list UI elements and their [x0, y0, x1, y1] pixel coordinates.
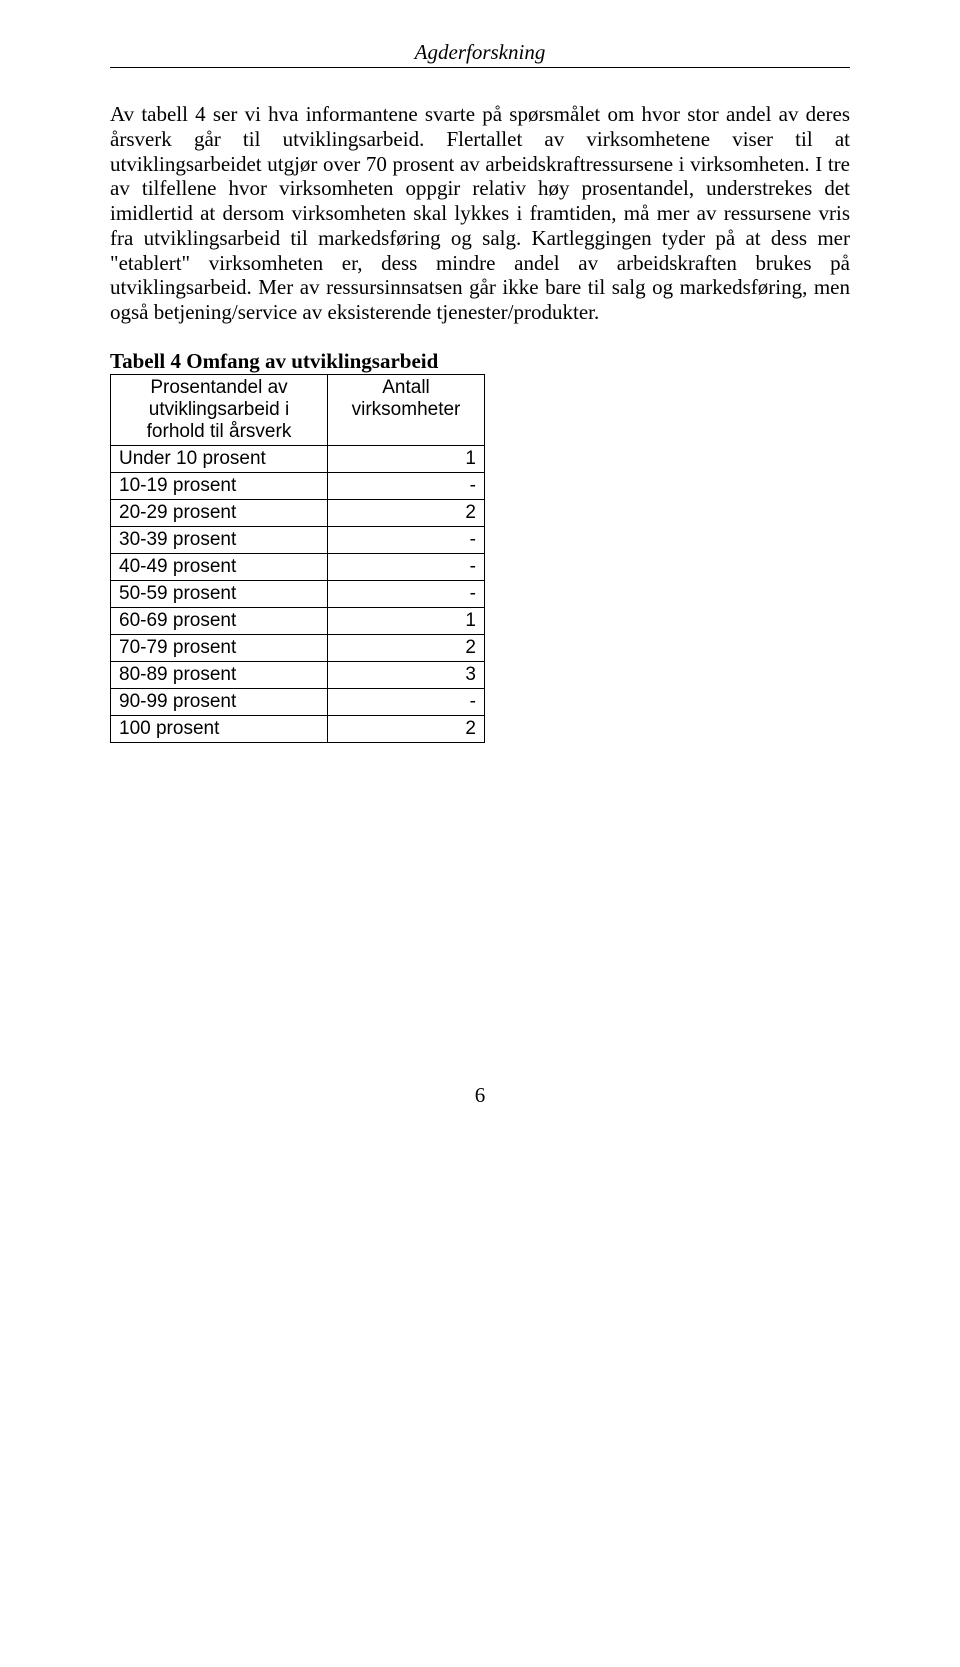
table-cell: -	[328, 553, 485, 580]
table-cell: 70-79 prosent	[111, 634, 328, 661]
table-cell: Under 10 prosent	[111, 445, 328, 472]
table-cell: 80-89 prosent	[111, 661, 328, 688]
table-cell: 100 prosent	[111, 715, 328, 742]
page-header: Agderforskning	[110, 40, 850, 65]
table-cell: 50-59 prosent	[111, 580, 328, 607]
table-row: 90-99 prosent -	[111, 688, 485, 715]
document-page: Agderforskning Av tabell 4 ser vi hva in…	[0, 0, 960, 1168]
table-row: 30-39 prosent -	[111, 526, 485, 553]
table-row: 60-69 prosent 1	[111, 607, 485, 634]
table-cell: 30-39 prosent	[111, 526, 328, 553]
table-row: 70-79 prosent 2	[111, 634, 485, 661]
table-cell: 10-19 prosent	[111, 472, 328, 499]
table-col-header: Prosentandel av utviklingsarbeid i forho…	[111, 374, 328, 445]
table-row: 50-59 prosent -	[111, 580, 485, 607]
table-row: 40-49 prosent -	[111, 553, 485, 580]
table-title: Tabell 4 Omfang av utviklingsarbeid	[110, 349, 850, 374]
table-cell: 90-99 prosent	[111, 688, 328, 715]
table-cell: 2	[328, 499, 485, 526]
table-cell: 3	[328, 661, 485, 688]
table-cell: 20-29 prosent	[111, 499, 328, 526]
data-table: Prosentandel av utviklingsarbeid i forho…	[110, 374, 485, 743]
table-cell: 40-49 prosent	[111, 553, 328, 580]
table-row: Under 10 prosent 1	[111, 445, 485, 472]
header-rule	[110, 67, 850, 68]
table-cell: -	[328, 580, 485, 607]
table-cell: 60-69 prosent	[111, 607, 328, 634]
body-paragraph: Av tabell 4 ser vi hva informantene svar…	[110, 102, 850, 325]
table-cell: 1	[328, 445, 485, 472]
table-cell: 1	[328, 607, 485, 634]
table-cell: -	[328, 526, 485, 553]
table-cell: -	[328, 688, 485, 715]
table-cell: 2	[328, 715, 485, 742]
table-col-header: Antall virksomheter	[328, 374, 485, 445]
table-row: 80-89 prosent 3	[111, 661, 485, 688]
header-title: Agderforskning	[415, 40, 546, 64]
table-row: 100 prosent 2	[111, 715, 485, 742]
table-row: 20-29 prosent 2	[111, 499, 485, 526]
table-cell: -	[328, 472, 485, 499]
table-cell: 2	[328, 634, 485, 661]
table-row: 10-19 prosent -	[111, 472, 485, 499]
page-number: 6	[110, 1083, 850, 1108]
table-header-row: Prosentandel av utviklingsarbeid i forho…	[111, 374, 485, 445]
